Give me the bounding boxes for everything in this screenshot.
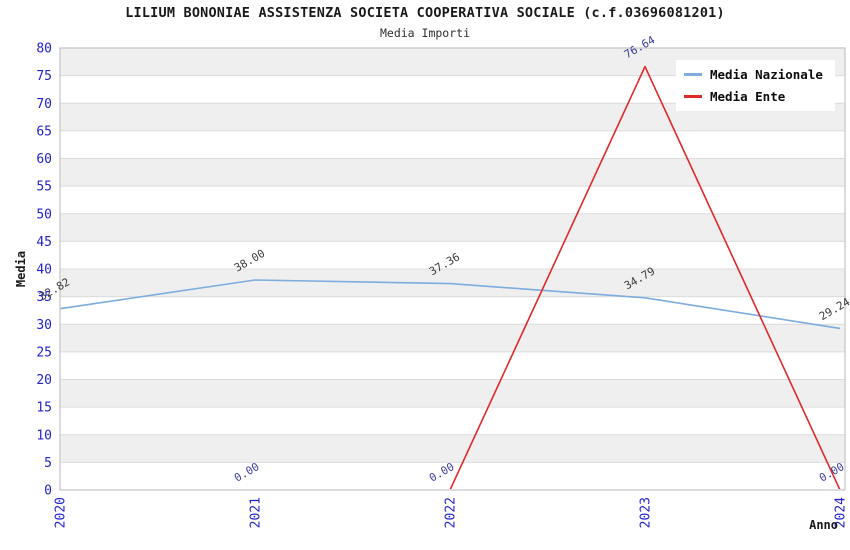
plot-band	[60, 130, 845, 159]
plot-band	[60, 351, 845, 380]
series-line-media-nazionale	[59, 279, 841, 330]
x-tick-label: 2022	[444, 497, 459, 528]
plot-band	[60, 158, 845, 187]
y-tick-label: 20	[36, 373, 52, 388]
plot-band	[60, 241, 845, 269]
chart-title: LILIUM BONONIAE ASSISTENZA SOCIETA COOPE…	[125, 5, 725, 21]
y-tick-label: 45	[36, 235, 52, 250]
plot-band	[60, 269, 845, 297]
y-tick-label: 30	[36, 318, 52, 333]
legend-label: Media Ente	[710, 89, 786, 104]
y-tick-label: 5	[44, 456, 52, 471]
plot-border	[59, 47, 846, 491]
x-tick-label: 2021	[249, 497, 264, 528]
plot-band	[60, 296, 845, 325]
y-tick-label: 35	[36, 290, 52, 305]
y-tick-label: 70	[36, 97, 52, 112]
legend-label: Media Nazionale	[710, 67, 823, 82]
plot-band	[60, 324, 845, 352]
legend-item-media-nazionale: Media Nazionale	[684, 67, 823, 82]
y-tick-label: 0	[44, 484, 52, 499]
legend-item-media-ente: Media Ente	[684, 89, 823, 104]
y-tick-label: 60	[36, 152, 52, 167]
x-tick-label: 2020	[54, 497, 69, 528]
chart-legend: Media Nazionale Media Ente	[676, 60, 835, 111]
plot-band	[60, 407, 845, 435]
plot-band	[60, 379, 845, 408]
y-tick-label: 25	[36, 345, 52, 360]
y-tick-label: 50	[36, 207, 52, 222]
legend-line-swatch-nazionale	[684, 73, 702, 76]
plot-band	[60, 434, 845, 463]
y-tick-label: 75	[36, 69, 52, 84]
y-tick-label: 65	[36, 124, 52, 139]
series-line-media-ente	[449, 65, 841, 489]
y-axis-label: Media	[14, 250, 28, 288]
y-tick-label: 15	[36, 401, 52, 416]
legend-line-swatch-ente	[684, 95, 702, 98]
chart-subtitle: Media Importi	[379, 26, 470, 40]
y-tick-label: 40	[36, 263, 52, 278]
y-tick-label: 55	[36, 180, 52, 195]
x-tick-label: 2023	[639, 497, 654, 528]
y-tick-label: 10	[36, 428, 52, 443]
x-axis-label: Anno	[809, 518, 838, 532]
plot-band	[60, 213, 845, 242]
y-tick-label: 80	[36, 42, 52, 57]
x-tick-label: 2024	[834, 497, 849, 528]
plot-band	[60, 186, 845, 214]
